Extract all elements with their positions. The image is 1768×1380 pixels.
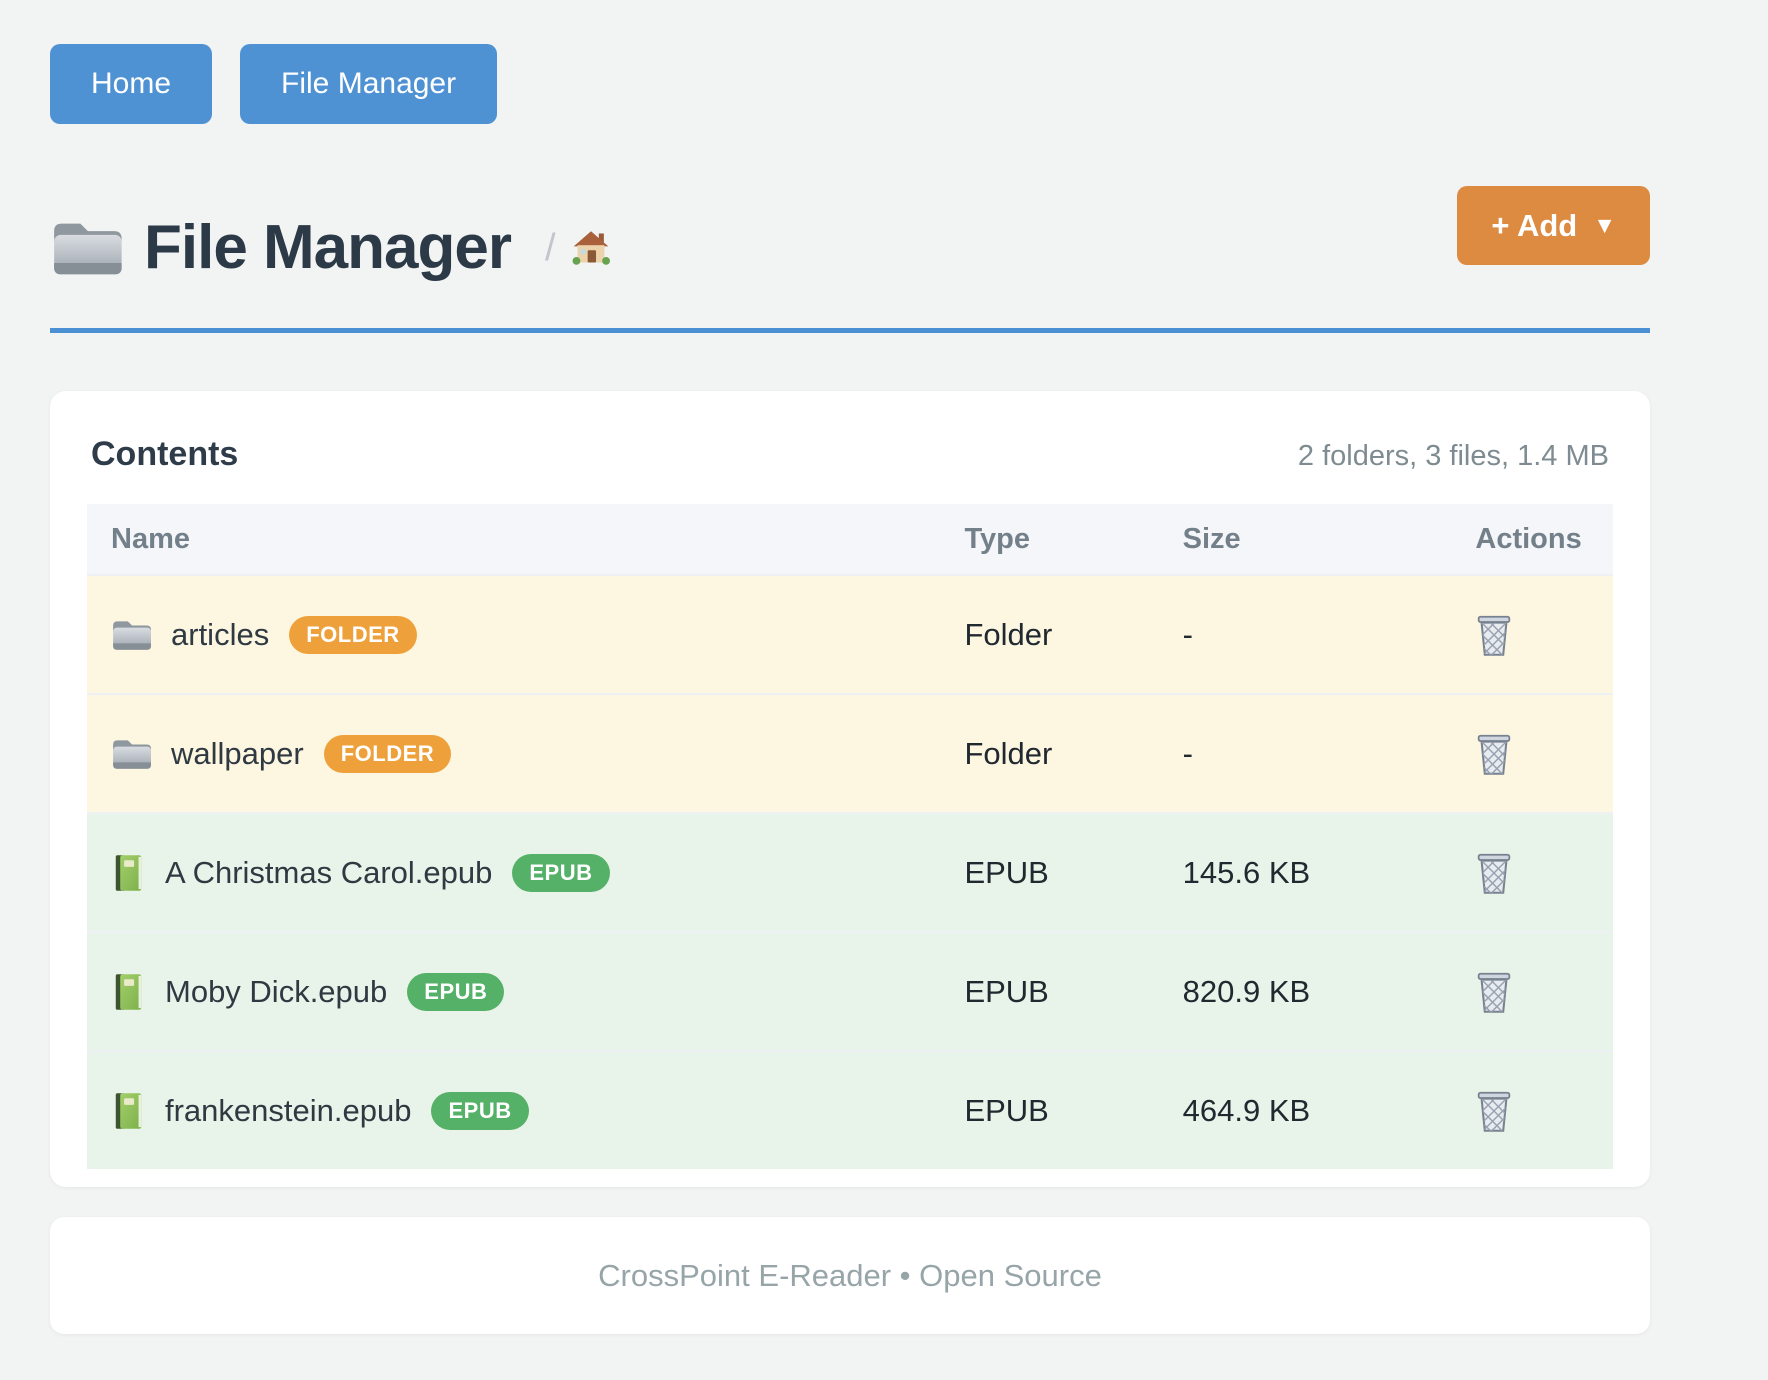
trash-icon: [1475, 613, 1513, 657]
file-table: Name Type Size Actions articles: [87, 504, 1613, 1169]
header-divider: [50, 328, 1650, 333]
item-size: -: [1182, 735, 1193, 771]
trash-icon: [1475, 732, 1513, 776]
table-row[interactable]: wallpaper FOLDER Folder -: [87, 693, 1613, 812]
trash-icon: [1475, 851, 1513, 895]
card-title: Contents: [91, 435, 239, 473]
table-row[interactable]: Moby Dick.epub EPUB EPUB 820.9 KB: [87, 931, 1613, 1050]
item-name[interactable]: articles: [171, 616, 270, 652]
column-header-actions: Actions: [1475, 522, 1582, 555]
item-type: Folder: [964, 735, 1053, 771]
table-row[interactable]: A Christmas Carol.epub EPUB EPUB 145.6 K…: [87, 812, 1613, 931]
item-size: 145.6 KB: [1182, 854, 1311, 890]
file-manager-button[interactable]: File Manager: [240, 44, 498, 124]
delete-button[interactable]: [1475, 732, 1513, 776]
home-button[interactable]: Home: [50, 44, 213, 124]
top-nav: Home File Manager: [50, 0, 1650, 124]
trash-icon: [1475, 970, 1513, 1014]
delete-button[interactable]: [1475, 613, 1513, 657]
column-header-type: Type: [964, 522, 1030, 555]
item-size: 820.9 KB: [1182, 973, 1311, 1009]
item-name[interactable]: A Christmas Carol.epub: [165, 854, 493, 890]
home-icon[interactable]: [572, 229, 610, 267]
footer-text: CrossPoint E-Reader • Open Source: [598, 1257, 1102, 1293]
folder-icon: [111, 737, 151, 771]
epub-badge: EPUB: [431, 1091, 529, 1130]
footer: CrossPoint E-Reader • Open Source: [50, 1217, 1650, 1334]
folder-badge: FOLDER: [289, 615, 417, 654]
column-header-name: Name: [111, 522, 190, 555]
folder-icon: [111, 618, 151, 652]
item-size: -: [1182, 616, 1193, 652]
breadcrumb: /: [545, 227, 610, 270]
item-type: EPUB: [964, 854, 1049, 890]
item-type: Folder: [964, 616, 1053, 652]
breadcrumb-separator: /: [545, 226, 556, 269]
item-type: EPUB: [964, 973, 1049, 1009]
table-header: Name Type Size Actions: [87, 504, 1613, 574]
add-button[interactable]: + Add ▼: [1457, 186, 1650, 265]
folder-icon: [50, 218, 122, 278]
epub-badge: EPUB: [407, 972, 505, 1011]
chevron-down-icon: ▼: [1593, 212, 1616, 238]
delete-button[interactable]: [1475, 1089, 1513, 1133]
delete-button[interactable]: [1475, 970, 1513, 1014]
add-button-label: + Add: [1491, 208, 1578, 243]
contents-card: Contents 2 folders, 3 files, 1.4 MB Name…: [50, 391, 1650, 1187]
item-name[interactable]: frankenstein.epub: [165, 1092, 412, 1128]
page: Home File Manager File Manager /: [50, 0, 1650, 1334]
folder-badge: FOLDER: [323, 734, 452, 773]
page-title: File Manager: [144, 213, 512, 282]
page-header: File Manager / + Add ▼: [50, 182, 1650, 314]
book-icon: [111, 1091, 145, 1131]
item-name[interactable]: Moby Dick.epub: [165, 973, 388, 1009]
table-row[interactable]: frankenstein.epub EPUB EPUB 464.9 KB: [87, 1050, 1613, 1169]
trash-icon: [1475, 1089, 1513, 1133]
column-header-size: Size: [1182, 522, 1241, 555]
delete-button[interactable]: [1475, 851, 1513, 895]
contents-summary: 2 folders, 3 files, 1.4 MB: [1297, 440, 1609, 472]
book-icon: [111, 972, 145, 1012]
book-icon: [111, 853, 145, 893]
epub-badge: EPUB: [512, 853, 610, 892]
table-row[interactable]: articles FOLDER Folder -: [87, 574, 1613, 693]
item-size: 464.9 KB: [1182, 1092, 1311, 1128]
item-type: EPUB: [964, 1092, 1049, 1128]
item-name[interactable]: wallpaper: [171, 735, 304, 771]
